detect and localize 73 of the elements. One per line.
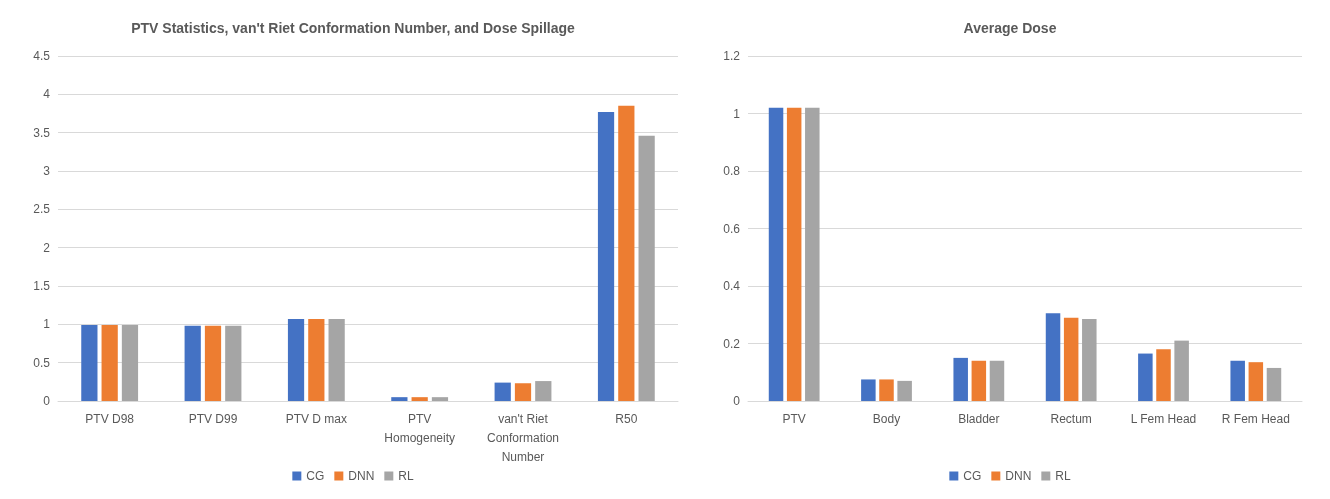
y-tick-label: 2 bbox=[43, 240, 51, 255]
x-tick-label: PTV D98 bbox=[85, 411, 135, 426]
bar bbox=[431, 397, 449, 401]
bar bbox=[101, 325, 118, 401]
y-tick-label: 0 bbox=[733, 394, 741, 408]
x-tick-label: PTV Homogeneity bbox=[384, 411, 456, 445]
bar bbox=[1045, 313, 1061, 401]
y-tick-label: 0.4 bbox=[723, 279, 741, 293]
bar bbox=[1266, 367, 1282, 401]
bar bbox=[1063, 317, 1079, 401]
bar bbox=[1230, 360, 1245, 401]
y-tick-label: 0.2 bbox=[723, 336, 741, 351]
y-tick-label: 0.5 bbox=[33, 355, 51, 370]
bar bbox=[1248, 362, 1264, 401]
bar bbox=[953, 357, 968, 401]
x-tick-label: PTV D max bbox=[285, 411, 348, 426]
x-tick-label: L Fem Head bbox=[1130, 411, 1197, 426]
y-tick-label: 3.5 bbox=[33, 125, 51, 140]
bar bbox=[1174, 340, 1189, 401]
bar bbox=[391, 397, 408, 401]
y-tick-label: 4 bbox=[43, 87, 51, 102]
bar bbox=[411, 397, 428, 401]
x-tick-label: Bladder bbox=[958, 411, 1000, 426]
chart-title: PTV Statistics, van't Riet Conformation Number, and Dose Spillage bbox=[131, 20, 576, 36]
legend-label: RL bbox=[398, 469, 414, 483]
bar bbox=[805, 107, 820, 401]
bar bbox=[121, 325, 139, 401]
x-tick-label: Body bbox=[872, 411, 901, 426]
y-tick-label: 1.2 bbox=[723, 49, 741, 63]
bar bbox=[204, 325, 222, 401]
bar bbox=[81, 325, 98, 401]
bar bbox=[328, 318, 345, 401]
bar bbox=[1082, 319, 1097, 401]
bar bbox=[638, 135, 655, 401]
y-tick-label: 1 bbox=[733, 106, 741, 121]
y-tick-label: 0 bbox=[43, 394, 51, 408]
y-tick-label: 1 bbox=[43, 317, 51, 332]
bar bbox=[861, 379, 876, 401]
legend-label: DNN bbox=[348, 469, 375, 483]
y-tick-label: 0.6 bbox=[723, 221, 741, 236]
bar bbox=[514, 383, 532, 401]
bar bbox=[618, 105, 635, 401]
bar bbox=[308, 318, 325, 401]
chart-title: Average Dose bbox=[963, 20, 1057, 36]
bar bbox=[494, 382, 511, 401]
x-tick-label: van't Riet Conformation Number bbox=[486, 411, 560, 464]
bar bbox=[989, 360, 1005, 401]
legend-label: CG bbox=[963, 469, 982, 483]
legend-label: DNN bbox=[1005, 469, 1032, 483]
y-tick-label: 4.5 bbox=[33, 49, 51, 63]
bar bbox=[1156, 349, 1171, 401]
y-tick-label: 3 bbox=[43, 164, 51, 178]
bar bbox=[897, 380, 912, 401]
y-tick-label: 2.5 bbox=[33, 202, 51, 217]
x-tick-label: R Fem Head bbox=[1221, 411, 1290, 426]
bar bbox=[971, 360, 987, 401]
bar bbox=[287, 318, 305, 401]
bar bbox=[225, 325, 242, 401]
bar bbox=[535, 381, 552, 401]
x-tick-label: R50 bbox=[615, 411, 638, 426]
y-tick-label: 1.5 bbox=[33, 279, 51, 293]
legend-label: RL bbox=[1055, 469, 1071, 483]
bar bbox=[879, 379, 894, 401]
x-tick-label: PTV D99 bbox=[188, 411, 238, 426]
bar bbox=[184, 325, 201, 401]
bar bbox=[1138, 353, 1153, 401]
legend-label: CG bbox=[306, 469, 325, 483]
bar bbox=[786, 107, 802, 401]
x-tick-label: Rectum bbox=[1050, 411, 1092, 426]
bar bbox=[768, 107, 784, 401]
y-tick-label: 0.8 bbox=[723, 164, 741, 178]
bar bbox=[597, 111, 615, 401]
x-tick-label: PTV bbox=[782, 411, 806, 426]
